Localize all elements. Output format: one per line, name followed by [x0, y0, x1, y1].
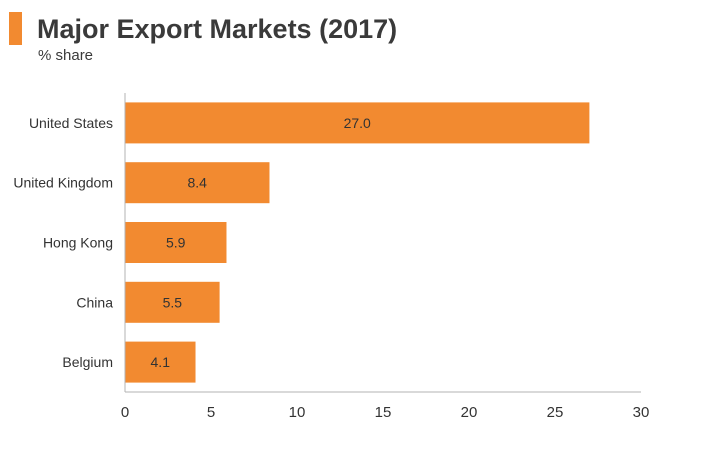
bar-belgium — [125, 341, 196, 383]
x-tick-label: 15 — [375, 404, 392, 421]
x-tick-label: 10 — [289, 404, 306, 421]
x-tick-label: 5 — [207, 404, 215, 421]
bar-united-states — [125, 102, 590, 144]
category-label: Hong Kong — [43, 235, 113, 251]
data-label: 27.0 — [344, 115, 371, 131]
category-label: Belgium — [62, 354, 113, 370]
data-label: 4.1 — [151, 354, 171, 370]
x-tick-label: 0 — [121, 404, 129, 421]
data-label: 5.5 — [163, 294, 183, 310]
category-label: United Kingdom — [13, 175, 113, 191]
bar-china — [125, 281, 220, 323]
category-label: United States — [29, 115, 113, 131]
category-label: China — [76, 294, 113, 310]
x-tick-label: 30 — [633, 404, 650, 421]
x-tick-label: 20 — [461, 404, 478, 421]
data-label: 8.4 — [188, 175, 208, 191]
chart-title: Major Export Markets (2017) — [37, 14, 398, 44]
data-label: 5.9 — [166, 235, 186, 251]
bar-united-kingdom — [125, 162, 270, 204]
chart-subtitle: % share — [38, 47, 94, 64]
bar-hong-kong — [125, 222, 227, 263]
x-tick-label: 25 — [547, 404, 564, 421]
title-accent-bar — [9, 12, 22, 45]
